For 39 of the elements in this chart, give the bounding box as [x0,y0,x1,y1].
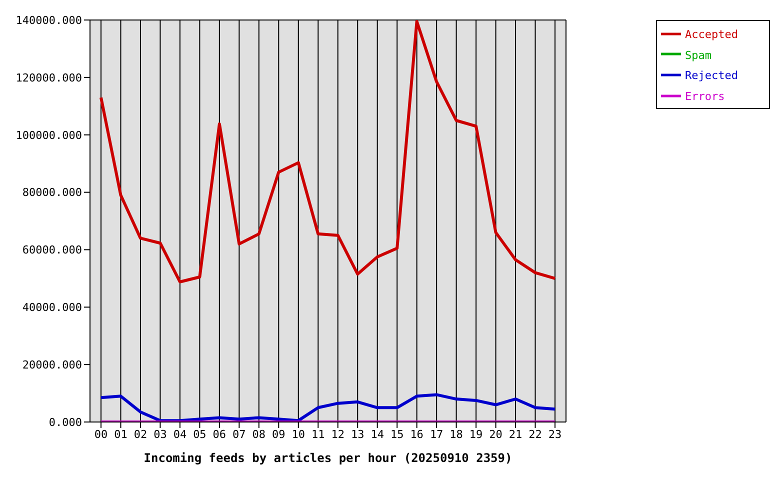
x-tick-label: 21 [508,428,522,441]
y-tick-label: 140000.000 [16,14,82,27]
line-series [100,20,556,284]
x-tick-label: 13 [350,428,364,441]
y-tick-label: 100000.000 [16,128,82,142]
y-tick-label: 0.000 [48,416,82,429]
x-tick-label: 02 [134,428,148,441]
y-tick-label: 40000.000 [22,301,82,314]
x-tick-label: 01 [114,428,128,441]
legend-label: Rejected [685,69,738,82]
line-series [100,393,556,422]
x-tick-label: 07 [232,428,246,441]
x-tick-label: 16 [410,428,424,441]
x-tick-label: 10 [292,428,306,441]
x-tick-label: 08 [252,428,266,441]
x-axis-title: Incoming feeds by articles per hour (20250910 2359) [144,451,512,465]
x-tick-label: 04 [173,428,187,441]
x-tick-label: 12 [331,428,344,441]
x-tick-label: 22 [528,428,542,441]
x-tick-label: 06 [212,428,226,441]
x-tick-label: 20 [489,428,502,441]
y-tick-label: 80000.000 [22,186,82,200]
x-tick-label: 09 [272,428,286,441]
x-tick-label: 15 [390,428,404,441]
y-tick-label: 120000.000 [16,71,82,84]
x-tick-label: 17 [430,428,444,441]
x-tick-label: 18 [450,428,463,441]
x-tick-label: 03 [154,428,167,441]
x-tick-label: 11 [312,428,325,441]
y-tick-label: 20000.000 [22,358,82,372]
x-tick-label: 19 [469,428,483,441]
legend-label: Spam [685,48,712,62]
x-tick-label: 00 [94,428,108,441]
legend-label: Errors [685,90,725,103]
x-tick-label: 05 [193,428,206,441]
x-tick-label: 23 [548,428,562,441]
x-tick-label: 14 [370,428,384,441]
legend-label: Accepted [685,28,738,41]
y-tick-label: 60000.000 [22,244,82,257]
